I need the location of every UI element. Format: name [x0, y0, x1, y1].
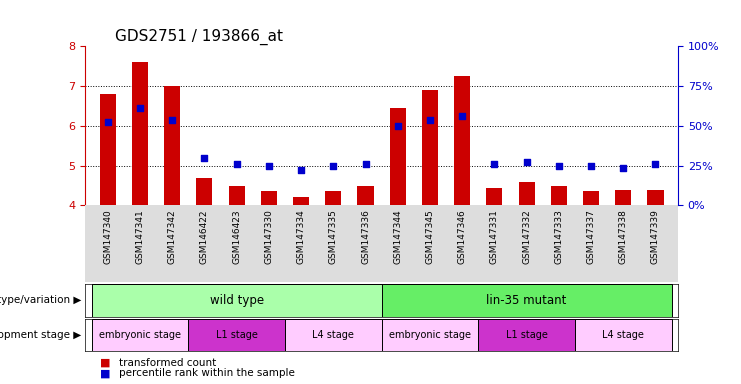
Text: embryonic stage: embryonic stage: [389, 330, 471, 340]
Bar: [325, 192, 342, 205]
Bar: [132, 62, 148, 205]
Point: [134, 105, 146, 111]
Text: GSM146422: GSM146422: [200, 209, 209, 264]
Text: GSM147333: GSM147333: [554, 209, 563, 264]
Text: lin-35 mutant: lin-35 mutant: [486, 294, 567, 307]
Text: GSM147335: GSM147335: [329, 209, 338, 264]
Text: GSM147338: GSM147338: [619, 209, 628, 264]
Text: GDS2751 / 193866_at: GDS2751 / 193866_at: [115, 28, 283, 45]
Point: [166, 117, 178, 123]
Bar: [261, 192, 277, 205]
Bar: [188, 319, 285, 351]
Text: percentile rank within the sample: percentile rank within the sample: [119, 368, 294, 379]
Text: embryonic stage: embryonic stage: [99, 330, 181, 340]
Point: [553, 162, 565, 169]
Point: [295, 167, 307, 173]
Bar: [382, 284, 671, 317]
Bar: [519, 182, 535, 205]
Bar: [228, 185, 245, 205]
Bar: [357, 185, 373, 205]
Bar: [382, 319, 478, 351]
Text: GSM147330: GSM147330: [265, 209, 273, 264]
Text: L4 stage: L4 stage: [313, 330, 354, 340]
Bar: [551, 185, 567, 205]
Bar: [196, 177, 213, 205]
Bar: [583, 192, 599, 205]
Bar: [478, 319, 575, 351]
Point: [199, 154, 210, 161]
Point: [359, 161, 371, 167]
Text: ■: ■: [100, 358, 110, 368]
Text: GSM147336: GSM147336: [361, 209, 370, 264]
Text: transformed count: transformed count: [119, 358, 216, 368]
Bar: [422, 90, 438, 205]
Point: [263, 162, 275, 169]
Text: genotype/variation ▶: genotype/variation ▶: [0, 295, 82, 306]
Bar: [293, 197, 309, 205]
Bar: [615, 190, 631, 205]
Text: GSM147332: GSM147332: [522, 209, 531, 264]
Bar: [92, 319, 188, 351]
Text: development stage ▶: development stage ▶: [0, 330, 82, 340]
Text: GSM147331: GSM147331: [490, 209, 499, 264]
Text: L4 stage: L4 stage: [602, 330, 644, 340]
Text: GSM147339: GSM147339: [651, 209, 660, 264]
Text: ■: ■: [100, 368, 110, 379]
Point: [392, 123, 404, 129]
Text: L1 stage: L1 stage: [505, 330, 548, 340]
Point: [102, 119, 113, 125]
Bar: [575, 319, 671, 351]
Text: GSM147341: GSM147341: [136, 209, 144, 264]
Point: [230, 161, 242, 167]
Bar: [165, 86, 180, 205]
Text: GSM147345: GSM147345: [425, 209, 434, 264]
Text: GSM147337: GSM147337: [587, 209, 596, 264]
Text: GSM146423: GSM146423: [232, 209, 241, 264]
Text: GSM147344: GSM147344: [393, 209, 402, 264]
Bar: [648, 190, 663, 205]
Bar: [100, 94, 116, 205]
Point: [488, 161, 500, 167]
Text: GSM147340: GSM147340: [103, 209, 113, 264]
Text: GSM147342: GSM147342: [167, 209, 176, 264]
Point: [328, 162, 339, 169]
Bar: [285, 319, 382, 351]
Point: [585, 162, 597, 169]
Bar: [390, 108, 406, 205]
Point: [617, 164, 629, 170]
Bar: [486, 187, 502, 205]
Text: wild type: wild type: [210, 294, 264, 307]
Text: L1 stage: L1 stage: [216, 330, 258, 340]
Text: GSM147334: GSM147334: [296, 209, 305, 264]
Point: [521, 159, 533, 165]
Text: GSM147346: GSM147346: [458, 209, 467, 264]
Bar: [92, 284, 382, 317]
Bar: [454, 76, 471, 205]
Point: [650, 161, 662, 167]
Point: [456, 113, 468, 119]
Point: [424, 117, 436, 123]
